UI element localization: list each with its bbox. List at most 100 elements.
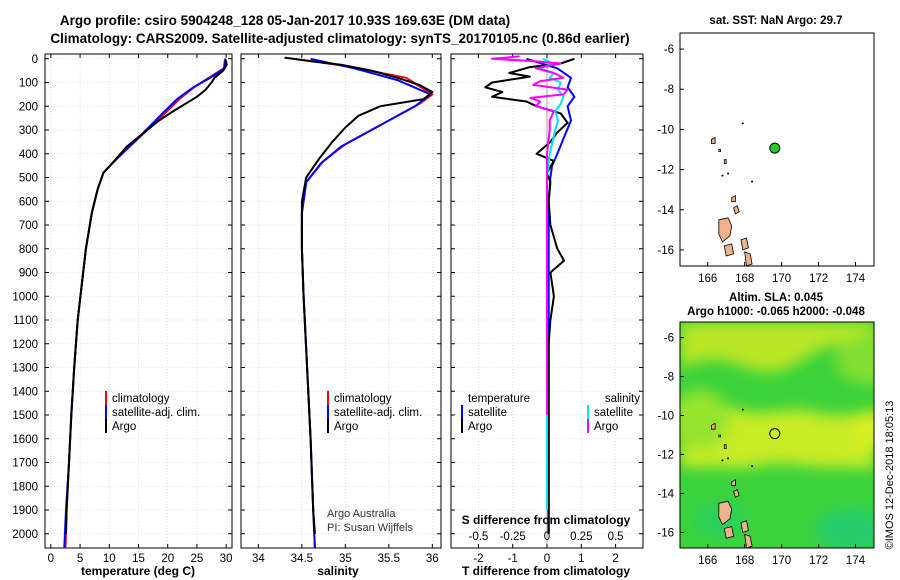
x-tick-label: 0 bbox=[544, 553, 550, 565]
island bbox=[733, 489, 740, 498]
island bbox=[731, 479, 736, 487]
depth-tick-label: 800 bbox=[19, 244, 38, 256]
depth-tick-label: 400 bbox=[19, 149, 38, 161]
series-line-climatology bbox=[293, 57, 434, 549]
map-y-tick-label: -14 bbox=[657, 205, 674, 217]
island bbox=[711, 136, 716, 144]
islet bbox=[741, 408, 744, 411]
series-line-argo bbox=[284, 56, 434, 534]
island bbox=[723, 243, 735, 257]
legend-label-climatology: climatology bbox=[334, 393, 392, 405]
map-x-tick-label: 166 bbox=[698, 273, 717, 285]
t-difference-xlabel: T difference from climatology bbox=[462, 564, 630, 578]
island bbox=[723, 444, 727, 450]
x-tick-label: 20 bbox=[161, 553, 174, 565]
x-tick-label: -2 bbox=[473, 553, 483, 565]
x-tick-label: 2 bbox=[612, 553, 618, 565]
depth-tick-label: 1600 bbox=[12, 434, 38, 446]
depth-tick-label: 100 bbox=[19, 78, 38, 90]
sla-map-frame bbox=[679, 321, 875, 549]
series-line-salinity-argo bbox=[491, 55, 569, 415]
figure-title-line1: Argo profile: csiro 5904248_128 05-Jan-2… bbox=[60, 13, 510, 28]
x2-tick-label: 0.5 bbox=[608, 531, 624, 543]
map-y-tick-label: -12 bbox=[657, 165, 674, 177]
depth-tick-label: 0 bbox=[32, 54, 38, 66]
depth-tick-label: 700 bbox=[19, 220, 38, 232]
map-y-tick-label: -16 bbox=[657, 245, 674, 257]
map-y-tick-label: -6 bbox=[664, 333, 674, 345]
x-tick-label: 5 bbox=[77, 553, 83, 565]
depth-tick-label: 1500 bbox=[12, 410, 38, 422]
islet bbox=[721, 174, 724, 177]
credit-line2: PI: Susan Wijffels bbox=[327, 522, 413, 534]
difference-panel: -2 -1 0 1 2 -0.5 -0.25 0 0.25 0.5 T difference fr… bbox=[450, 53, 644, 578]
map-y-tick-label: -14 bbox=[657, 488, 674, 500]
x-tick-label: 35.5 bbox=[378, 553, 400, 565]
island bbox=[740, 237, 749, 251]
legend-label-s-argo: Argo bbox=[594, 421, 618, 433]
island bbox=[718, 434, 721, 438]
salinity-panel: 34 34.5 35 35.5 36 salinity climatology sate… bbox=[240, 53, 442, 578]
s-difference-xlabel: S difference from climatology bbox=[462, 513, 631, 527]
map-x-tick-label: 170 bbox=[772, 273, 791, 285]
x-tick-label: -1 bbox=[508, 553, 518, 565]
x-tick-label: 35 bbox=[339, 553, 352, 565]
x2-tick-label: 0 bbox=[544, 531, 550, 543]
sst-map-title: sat. SST: NaN Argo: 29.7 bbox=[709, 15, 842, 27]
legend-label-s-satellite: satellite bbox=[594, 407, 633, 419]
depth-tick-label: 2000 bbox=[12, 529, 38, 541]
island bbox=[711, 422, 716, 430]
depth-tick-label: 1000 bbox=[12, 291, 38, 303]
island bbox=[718, 500, 733, 526]
credit-line1: Argo Australia bbox=[327, 508, 396, 520]
x2-tick-label: 0.25 bbox=[570, 531, 592, 543]
legend-label-satellite: satellite-adj. clim. bbox=[334, 407, 422, 419]
sla-map-subtitle: Argo h1000: -0.065 h2000: -0.048 bbox=[687, 306, 865, 318]
legend-label-argo: Argo bbox=[112, 421, 136, 433]
figure-title-line2: Climatology: CARS2009. Satellite-adjuste… bbox=[50, 31, 629, 46]
islet bbox=[741, 122, 744, 125]
temperature-xlabel: temperature (deg C) bbox=[81, 564, 195, 578]
depth-tick-label: 1100 bbox=[13, 315, 38, 327]
x-tick-label: 36 bbox=[426, 553, 439, 565]
island bbox=[723, 159, 727, 165]
series-line-argo bbox=[65, 59, 228, 534]
sst-map-islands bbox=[711, 122, 754, 267]
x-tick-label: 1 bbox=[578, 553, 584, 565]
series-line-satellite-adj-clim- bbox=[300, 57, 432, 549]
series-line-temperature-argo bbox=[484, 57, 575, 534]
depth-tick-label: 200 bbox=[19, 101, 38, 113]
legend-label-t-satellite: satellite bbox=[468, 407, 507, 419]
island bbox=[718, 149, 721, 152]
map-y-tick-label: -8 bbox=[664, 372, 674, 384]
depth-tick-label: 1900 bbox=[12, 505, 38, 517]
map-x-tick-label: 172 bbox=[809, 273, 828, 285]
difference-legend: temperature satellite Argo salinity sate… bbox=[461, 393, 640, 433]
island bbox=[740, 520, 749, 533]
map-x-tick-label: 172 bbox=[809, 555, 828, 567]
legend-salinity-header: salinity bbox=[605, 393, 640, 405]
islet bbox=[751, 465, 754, 468]
depth-tick-label: 1300 bbox=[12, 363, 38, 375]
islet bbox=[727, 457, 730, 460]
map-y-tick-label: -6 bbox=[664, 44, 674, 56]
island bbox=[733, 205, 740, 215]
temperature-panel: 0 5 10 15 20 25 30 temperature (deg C) climato… bbox=[44, 53, 233, 578]
salinity-legend: climatology satellite-adj. clim. Argo bbox=[327, 391, 422, 433]
map-y-tick-label: -10 bbox=[657, 124, 674, 136]
salinity-panel-frame bbox=[240, 53, 442, 549]
map-x-tick-label: 174 bbox=[846, 555, 866, 567]
map-x-tick-label: 166 bbox=[698, 555, 717, 567]
island bbox=[723, 526, 735, 539]
x-tick-label: 10 bbox=[103, 553, 116, 565]
island bbox=[731, 195, 736, 203]
sla-map-panel: Altim. SLA: 0.045 Argo h1000: -0.065 h20… bbox=[657, 292, 875, 567]
x-tick-label: 34 bbox=[252, 553, 265, 565]
depth-tick-label: 1700 bbox=[12, 458, 38, 470]
x2-tick-label: -0.25 bbox=[500, 531, 526, 543]
depth-axis: 0 100 200 300 400 500 600 700 800 900 1000 1100 1200… bbox=[12, 54, 38, 541]
depth-tick-label: 900 bbox=[19, 268, 38, 280]
x-tick-label: 0 bbox=[48, 553, 54, 565]
map-x-tick-label: 168 bbox=[735, 273, 754, 285]
